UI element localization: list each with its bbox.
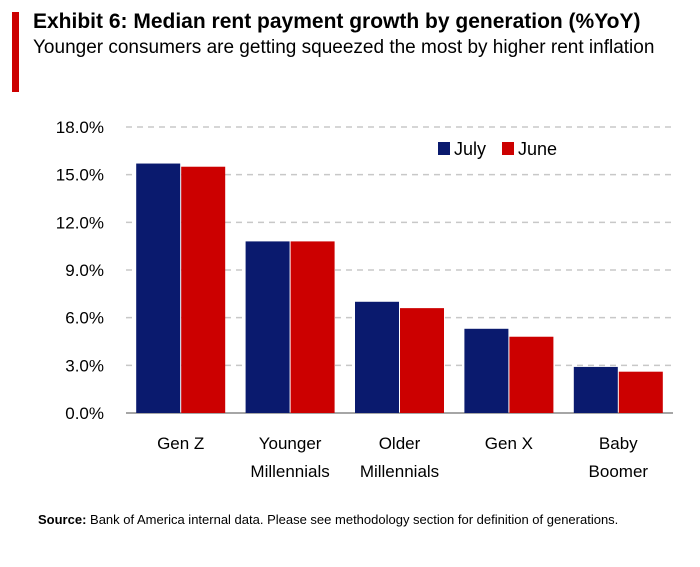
- bar-june: [509, 336, 554, 413]
- x-category-label: Millennials: [250, 462, 329, 481]
- bar-chart: 0.0% 3.0% 6.0% 9.0% 12.0% 15.0% 18.0% Gen Z Youn…: [56, 118, 673, 481]
- bar-july: [464, 328, 509, 413]
- bar-june: [181, 166, 226, 413]
- legend-label-june: June: [518, 139, 557, 159]
- source-text: Bank of America internal data. Please se…: [90, 512, 619, 527]
- bar-july: [136, 163, 181, 413]
- legend-swatch-june: [502, 142, 514, 155]
- legend-label-july: July: [454, 139, 486, 159]
- y-tick-label: 0.0%: [65, 404, 104, 423]
- source-note: Source: Bank of America internal data. P…: [38, 510, 678, 530]
- y-tick-label: 6.0%: [65, 309, 104, 328]
- legend-swatch-july: [438, 142, 450, 155]
- bar-july: [245, 241, 290, 413]
- bar-june: [618, 371, 663, 413]
- bar-june: [400, 308, 444, 413]
- bar-july: [573, 366, 618, 413]
- chart-title: Exhibit 6: Median rent payment growth by…: [33, 10, 641, 33]
- x-category-label: Millennials: [360, 462, 439, 481]
- x-category-label: Boomer: [589, 462, 649, 481]
- x-category-label: Gen Z: [157, 434, 204, 453]
- y-tick-label: 18.0%: [56, 118, 104, 137]
- x-category-label: Gen X: [485, 434, 533, 453]
- x-category-label: Younger: [259, 434, 322, 453]
- y-tick-label: 9.0%: [65, 261, 104, 280]
- source-label: Source:: [38, 512, 87, 527]
- y-tick-label: 12.0%: [56, 213, 104, 232]
- x-category-label: Older: [379, 434, 421, 453]
- bar-june: [290, 241, 335, 413]
- x-category-label: Baby: [599, 434, 638, 453]
- y-tick-label: 3.0%: [65, 356, 104, 375]
- bar-july: [355, 301, 399, 413]
- accent-bar: [12, 12, 19, 92]
- chart-subtitle: Younger consumers are getting squeezed t…: [33, 37, 655, 58]
- y-tick-label: 15.0%: [56, 166, 104, 185]
